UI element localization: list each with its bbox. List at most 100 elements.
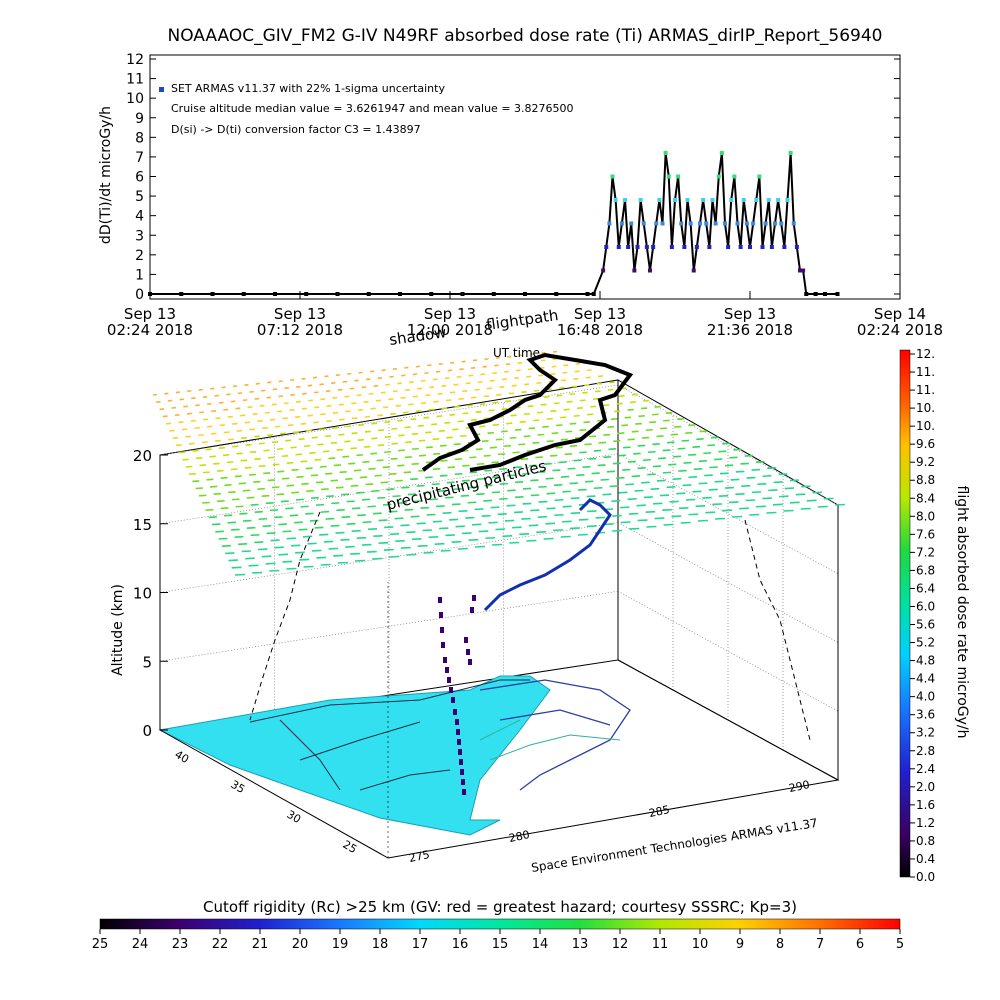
dose-rate-layer-mark: [425, 476, 433, 479]
dose-rate-layer-mark: [439, 444, 447, 447]
dose-rate-layer-mark: [607, 388, 614, 391]
ascent-point: [466, 649, 470, 655]
latitude-tick-label: 35: [228, 778, 247, 796]
dose-rate-layer-mark: [563, 364, 569, 367]
dose-rate-point: [685, 198, 690, 202]
dose-rate-layer-mark: [289, 408, 295, 412]
colorbar-tick-label: 9.2: [916, 455, 935, 469]
dose-rate-layer-mark: [504, 519, 515, 522]
dose-rate-layer-mark: [198, 388, 203, 391]
dose-rate-layer-mark: [546, 492, 556, 495]
ascent-point: [458, 749, 462, 755]
dose-rate-layer-mark: [342, 380, 348, 383]
dose-rate-layer-mark: [217, 500, 225, 503]
dose-rate-layer-mark: [282, 530, 292, 533]
dose-rate-point: [585, 292, 590, 296]
dose-rate-layer-mark: [397, 382, 402, 385]
dose-rate-layer-mark: [749, 513, 760, 516]
dose-rate-layer-mark: [423, 551, 434, 554]
dose-rate-layer-mark: [199, 411, 204, 414]
dose-rate-layer-mark: [571, 385, 577, 388]
dose-rate-layer-mark: [494, 364, 499, 367]
dose-rate-layer-mark: [395, 539, 405, 543]
longitude-tick-label: 280: [508, 828, 531, 845]
dose-rate-point: [460, 292, 465, 296]
dose-rate-layer-mark: [739, 507, 749, 510]
dose-rate-layer-mark: [215, 530, 224, 533]
cutoff-rigidity-tick-label: 7: [816, 937, 824, 952]
dose-rate-layer-mark: [250, 503, 259, 506]
dose-rate-layer-mark: [467, 404, 473, 407]
dose-rate-point: [679, 221, 684, 226]
dose-rate-layer-mark: [362, 460, 370, 464]
figure-title: NOAAAOC_GIV_FM2 G-IV N49RF absorbed dose…: [168, 26, 883, 46]
dose-rate-point: [729, 198, 734, 202]
dose-rate-layer-mark: [348, 462, 356, 465]
dose-rate-layer-mark: [676, 492, 686, 495]
dose-rate-layer-mark: [244, 466, 252, 469]
dose-rate-layer-mark: [756, 505, 766, 508]
dose-rate-layer-mark: [445, 399, 452, 402]
top-y-tick-label: 1: [135, 267, 144, 283]
dose-rate-layer-mark: [521, 390, 527, 394]
dose-rate-layer-mark: [530, 479, 539, 482]
dose-rate-layer-mark: [521, 517, 531, 520]
dose-rate-layer-mark: [633, 452, 641, 455]
dose-rate-layer-mark: [453, 383, 459, 386]
dose-rate-layer-mark: [295, 498, 304, 501]
dose-rate-layer-mark: [354, 379, 359, 382]
dose-rate-layer-mark: [444, 377, 450, 380]
dose-rate-layer-mark: [647, 450, 656, 454]
dose-rate-layer-mark: [362, 521, 372, 524]
dose-rate-layer-mark: [203, 418, 209, 421]
cutoff-rigidity-title: Cutoff rigidity (Rc) >25 km (GV: red = g…: [203, 898, 797, 916]
dose-rate-layer-mark: [384, 450, 391, 454]
dose-rate-layer-mark: [368, 392, 374, 395]
dose-rate-point: [704, 221, 709, 226]
dose-rate-layer-mark: [425, 431, 432, 434]
dose-rate-layer-mark: [762, 497, 772, 500]
dose-rate-layer-mark: [284, 387, 289, 390]
dose-rate-layer-mark: [358, 423, 365, 426]
dose-rate-layer-mark: [576, 474, 585, 477]
dose-rate-layer-mark: [254, 397, 260, 400]
colorbar-tick-label: 1.2: [916, 816, 935, 830]
dose-rate-layer-mark: [371, 437, 378, 440]
dose-rate-layer-mark: [662, 508, 672, 512]
dose-rate-layer-mark: [202, 395, 208, 398]
top-x-tick-label-date: Sep 13: [424, 305, 476, 323]
dose-rate-layer-mark: [382, 466, 391, 469]
dose-rate-layer-mark: [536, 531, 546, 534]
dose-rate-layer-mark: [359, 476, 368, 479]
dose-rate-layer-mark: [418, 439, 426, 442]
dose-rate-layer-mark: [589, 435, 597, 438]
dose-rate-layer-mark: [612, 529, 623, 532]
dose-rate-layer-mark: [671, 515, 682, 518]
ascent-point: [453, 709, 457, 715]
dose-rate-layer-mark: [330, 441, 338, 445]
dose-rate-layer-mark: [546, 417, 553, 420]
dose-rate-layer-mark: [405, 441, 412, 444]
dose-rate-layer-mark: [240, 414, 246, 417]
dose-rate-layer-mark: [454, 405, 460, 408]
colorbar-tick-label: 10.: [916, 419, 935, 433]
dose-rate-layer-mark: [388, 510, 398, 513]
dose-rate-layer-mark: [560, 475, 570, 478]
dose-rate-layer-mark: [156, 400, 161, 403]
dose-rate-layer-mark: [523, 383, 530, 386]
dose-rate-layer-mark: [415, 410, 422, 413]
dose-rate-layer-mark: [209, 485, 218, 488]
dose-rate-layer-mark: [335, 374, 340, 377]
dose-rate-point: [691, 268, 696, 273]
dose-rate-layer-mark: [573, 377, 579, 380]
dose-rate-layer-mark: [677, 418, 684, 421]
dose-rate-layer-mark: [551, 365, 557, 368]
dose-rate-layer-mark: [469, 456, 477, 459]
dose-rate-layer-mark: [428, 536, 439, 539]
colorbar-tick-label: 11.: [916, 383, 935, 397]
annotation-conversion: D(si) -> D(ti) conversion factor C3 = 1.…: [171, 123, 421, 136]
dose-rate-layer-mark: [227, 521, 236, 524]
longitude-axis: 275 280 285 290: [408, 778, 811, 865]
annotation-uncertainty: SET ARMAS v11.37 with 22% 1-sigma uncert…: [171, 82, 445, 95]
dose-rate-layer-mark: [660, 494, 670, 497]
